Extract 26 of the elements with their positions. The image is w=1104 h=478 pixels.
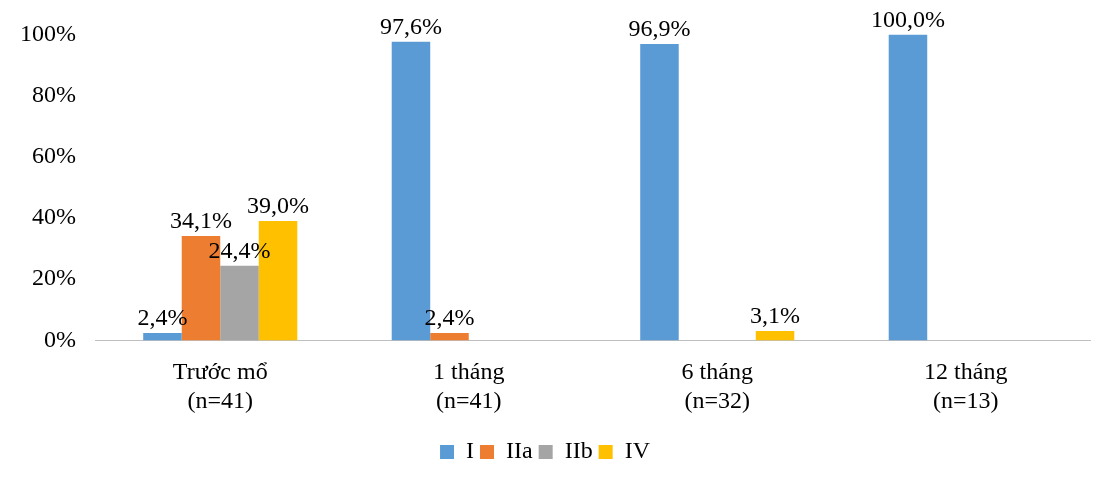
data-label: 34,1% (169, 207, 232, 234)
legend-label: IV (624, 437, 651, 464)
y-tick-label: 0% (43, 325, 76, 352)
y-tick-label: 100% (19, 19, 76, 46)
legend-label: IIb (564, 437, 593, 464)
legend-label: IIa (506, 437, 534, 464)
bar (888, 34, 928, 341)
x-tick-label: Trước mổ (n=41) (172, 358, 268, 413)
y-tick-label: 60% (31, 142, 76, 169)
x-tick-label: 12 tháng (n=13) (924, 358, 1008, 413)
y-tick-label: 80% (31, 80, 76, 107)
data-label: 96,9% (628, 15, 691, 42)
x-tick-label: 1 tháng (n=41) (433, 358, 505, 413)
y-tick-label: 20% (31, 264, 76, 291)
data-label: 3,1% (750, 302, 801, 329)
bar (755, 330, 795, 341)
x-tick-label: 6 tháng (n=32) (681, 358, 753, 413)
bar (220, 265, 259, 341)
legend-label: I (466, 437, 475, 464)
bar (430, 333, 469, 341)
data-label: 97,6% (379, 13, 442, 40)
data-label: 100,0% (870, 5, 945, 32)
y-tick-label: 40% (31, 203, 76, 230)
bar (640, 43, 679, 341)
bar (143, 333, 182, 341)
data-label: 39,0% (247, 192, 310, 219)
